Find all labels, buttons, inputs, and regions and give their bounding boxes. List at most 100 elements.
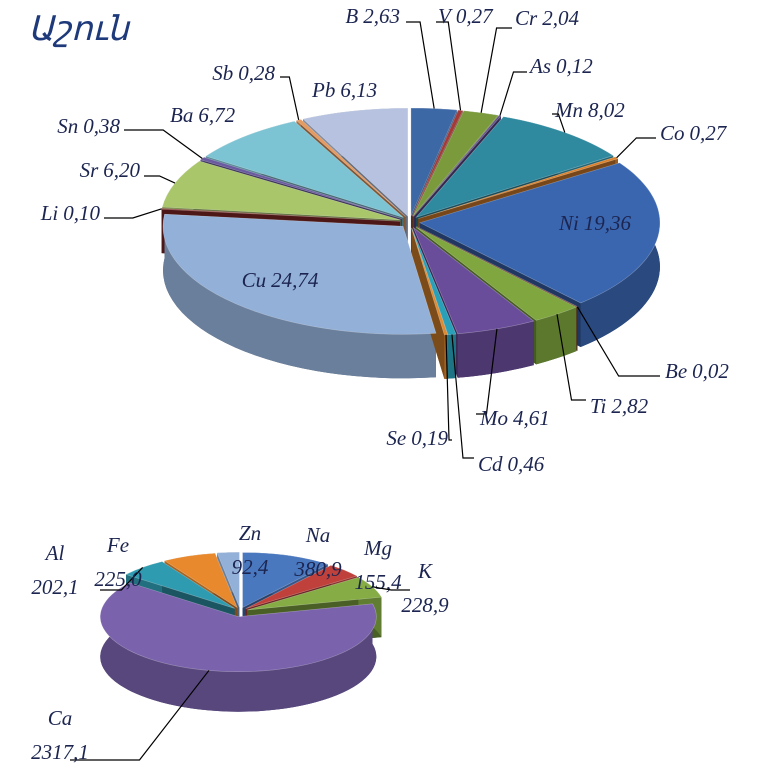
- data-label: Na 380,9: [293, 523, 342, 581]
- data-label: Ti 2,82: [590, 394, 649, 418]
- slice: [415, 226, 578, 321]
- slice: [216, 551, 240, 608]
- slice: [419, 162, 661, 304]
- leader-line: [556, 314, 586, 401]
- label-name: As: [528, 54, 551, 78]
- slice-side: [163, 214, 436, 379]
- data-label: Sn 0,38: [57, 114, 120, 138]
- leader-line: [436, 21, 462, 111]
- pie: [100, 551, 382, 712]
- label-value: 202,1: [31, 575, 78, 599]
- data-label: Be 0,02: [665, 359, 729, 383]
- label-value: 0,28: [238, 61, 275, 85]
- leader-line: [70, 670, 210, 761]
- label-name: Ba: [170, 103, 193, 127]
- slice: [411, 227, 457, 335]
- data-label: Mn 8,02: [554, 98, 625, 122]
- data-label: Mg 155,4: [354, 536, 402, 594]
- data-label: Sb 0,28: [212, 61, 275, 85]
- label-name: Fe: [106, 533, 129, 557]
- label-value: 0,27: [456, 4, 494, 28]
- label-name: Al: [44, 541, 65, 565]
- slice: [410, 107, 458, 217]
- slice-side: [536, 307, 577, 365]
- leader-line: [372, 586, 410, 591]
- label-value: 2,82: [611, 394, 648, 418]
- slice: [302, 107, 409, 217]
- label-name: Mg: [363, 536, 392, 560]
- label-value: 0,02: [692, 359, 729, 383]
- data-label: Cr 2,04: [515, 6, 579, 30]
- slice: [125, 561, 235, 609]
- slice-side: [100, 582, 377, 712]
- slice: [411, 227, 449, 336]
- label-name: Ti: [590, 394, 607, 418]
- data-label: B 2,63: [345, 4, 400, 28]
- leader-line: [280, 76, 300, 121]
- label-name: Pb: [311, 78, 335, 102]
- labels: Na 380,9 Mg 155,4 K 228,9 Ca 2317,1 Al 202,1 Fe 225…: [31, 521, 449, 764]
- slice: [415, 116, 614, 218]
- leader-line: [445, 334, 452, 441]
- data-label: Ni 19,36: [558, 211, 632, 235]
- label-value: 0,10: [63, 201, 100, 225]
- leader-line: [480, 27, 512, 113]
- data-label: Ca 2317,1: [31, 706, 89, 764]
- data-label: K 228,9: [401, 559, 449, 617]
- label-value: 92,4: [232, 555, 269, 579]
- label-name: Ca: [48, 706, 73, 730]
- slice: [242, 552, 329, 608]
- data-label: Pb 6,13: [311, 78, 377, 102]
- label-name: Sr: [80, 158, 100, 182]
- data-label: Li 0,10: [40, 201, 101, 225]
- label-name: Mo: [479, 406, 508, 430]
- data-label: Fe 225,0: [94, 533, 142, 591]
- pie-tops: [161, 107, 661, 336]
- slice: [162, 213, 437, 335]
- pie-tops: [100, 551, 382, 672]
- chart-title: Աշուն: [28, 11, 131, 48]
- label-value: 380,9: [293, 557, 342, 581]
- leader-line: [476, 328, 498, 415]
- label-value: 0,38: [83, 114, 120, 138]
- label-value: 2,04: [542, 6, 579, 30]
- slice: [100, 582, 377, 672]
- data-label: Cu 24,74: [242, 268, 319, 292]
- slice: [295, 119, 406, 217]
- leader-line: [144, 175, 176, 184]
- label-name: Li: [40, 201, 59, 225]
- data-label: Sr 6,20: [80, 158, 141, 182]
- leader-line: [552, 113, 566, 133]
- slice-side: [457, 321, 534, 378]
- leader-line: [124, 129, 203, 160]
- slice: [205, 120, 404, 218]
- label-value: 0,46: [508, 452, 545, 476]
- slice: [412, 226, 535, 335]
- label-name: Na: [305, 523, 331, 547]
- label-name: Sb: [212, 61, 233, 85]
- data-label: Al 202,1: [31, 541, 78, 599]
- slice: [245, 565, 358, 609]
- label-value: 0,19: [411, 426, 448, 450]
- leader-line: [406, 21, 435, 109]
- data-label: V 0,27: [438, 4, 494, 28]
- label-name: B: [345, 4, 358, 28]
- data-label: Mo 4,61: [479, 406, 550, 430]
- label-name: Zn: [239, 521, 261, 545]
- leader-line: [616, 137, 656, 159]
- label-name: Co: [660, 121, 685, 145]
- label-name: Cu: [242, 268, 267, 292]
- label-value: 2,63: [363, 4, 400, 28]
- label-value: 4,61: [513, 406, 550, 430]
- label-name: Ni: [558, 211, 579, 235]
- data-label: Cd 0,46: [478, 452, 545, 476]
- label-name: Sn: [57, 114, 78, 138]
- label-value: 0,27: [690, 121, 728, 145]
- leader-line: [451, 334, 474, 459]
- data-label: As 0,12: [528, 54, 593, 78]
- label-name: Mn: [554, 98, 583, 122]
- data-label: Se 0,19: [386, 426, 448, 450]
- data-label: Co 0,27: [660, 121, 728, 145]
